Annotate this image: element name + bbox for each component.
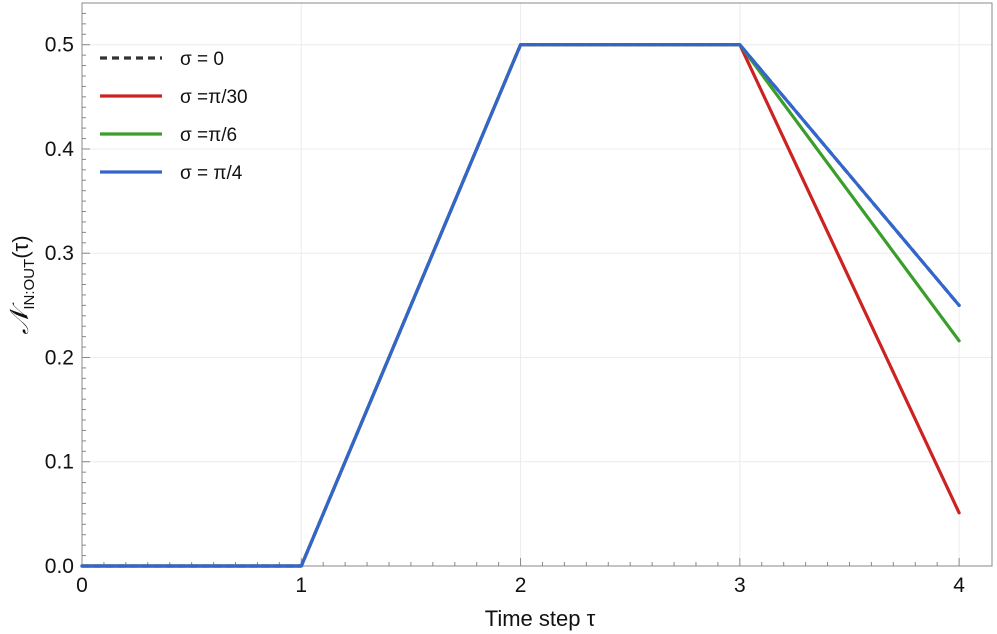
x-tick-label: 2: [515, 574, 527, 597]
y-tick-label: 0.5: [45, 34, 74, 57]
x-tick-label: 4: [953, 574, 965, 597]
y-tick-label: 0.1: [45, 451, 74, 474]
legend-label: σ =π/6: [180, 125, 237, 146]
y-axis-title-tail: (τ): [8, 235, 33, 258]
x-tick-label: 0: [76, 574, 88, 597]
x-axis-title: Time step τ: [485, 606, 596, 631]
y-tick-label: 0.4: [45, 138, 75, 161]
x-tick-label: 3: [734, 574, 746, 597]
legend: σ = 0 σ =π/30 σ =π/6 σ = π/4: [100, 49, 248, 184]
y-axis-title: 𝒩IN:OUT(τ): [4, 235, 38, 334]
y-axis-title-sub: IN:OUT: [21, 259, 38, 310]
legend-label: σ = 0: [180, 49, 224, 70]
series-line-3: [80, 43, 961, 568]
y-tick-label: 0.3: [45, 242, 74, 265]
series-lines: [80, 43, 961, 568]
legend-label: σ = π/4: [180, 163, 243, 184]
legend-label: σ =π/30: [180, 87, 248, 108]
y-tick-label: 0.2: [45, 346, 74, 369]
x-tick-label: 1: [295, 574, 307, 597]
y-tick-label: 0.0: [45, 555, 74, 578]
tick-labels: 0 1 2 3 4 0.0 0.1 0.2 0.3 0.4 0.5: [45, 34, 965, 597]
